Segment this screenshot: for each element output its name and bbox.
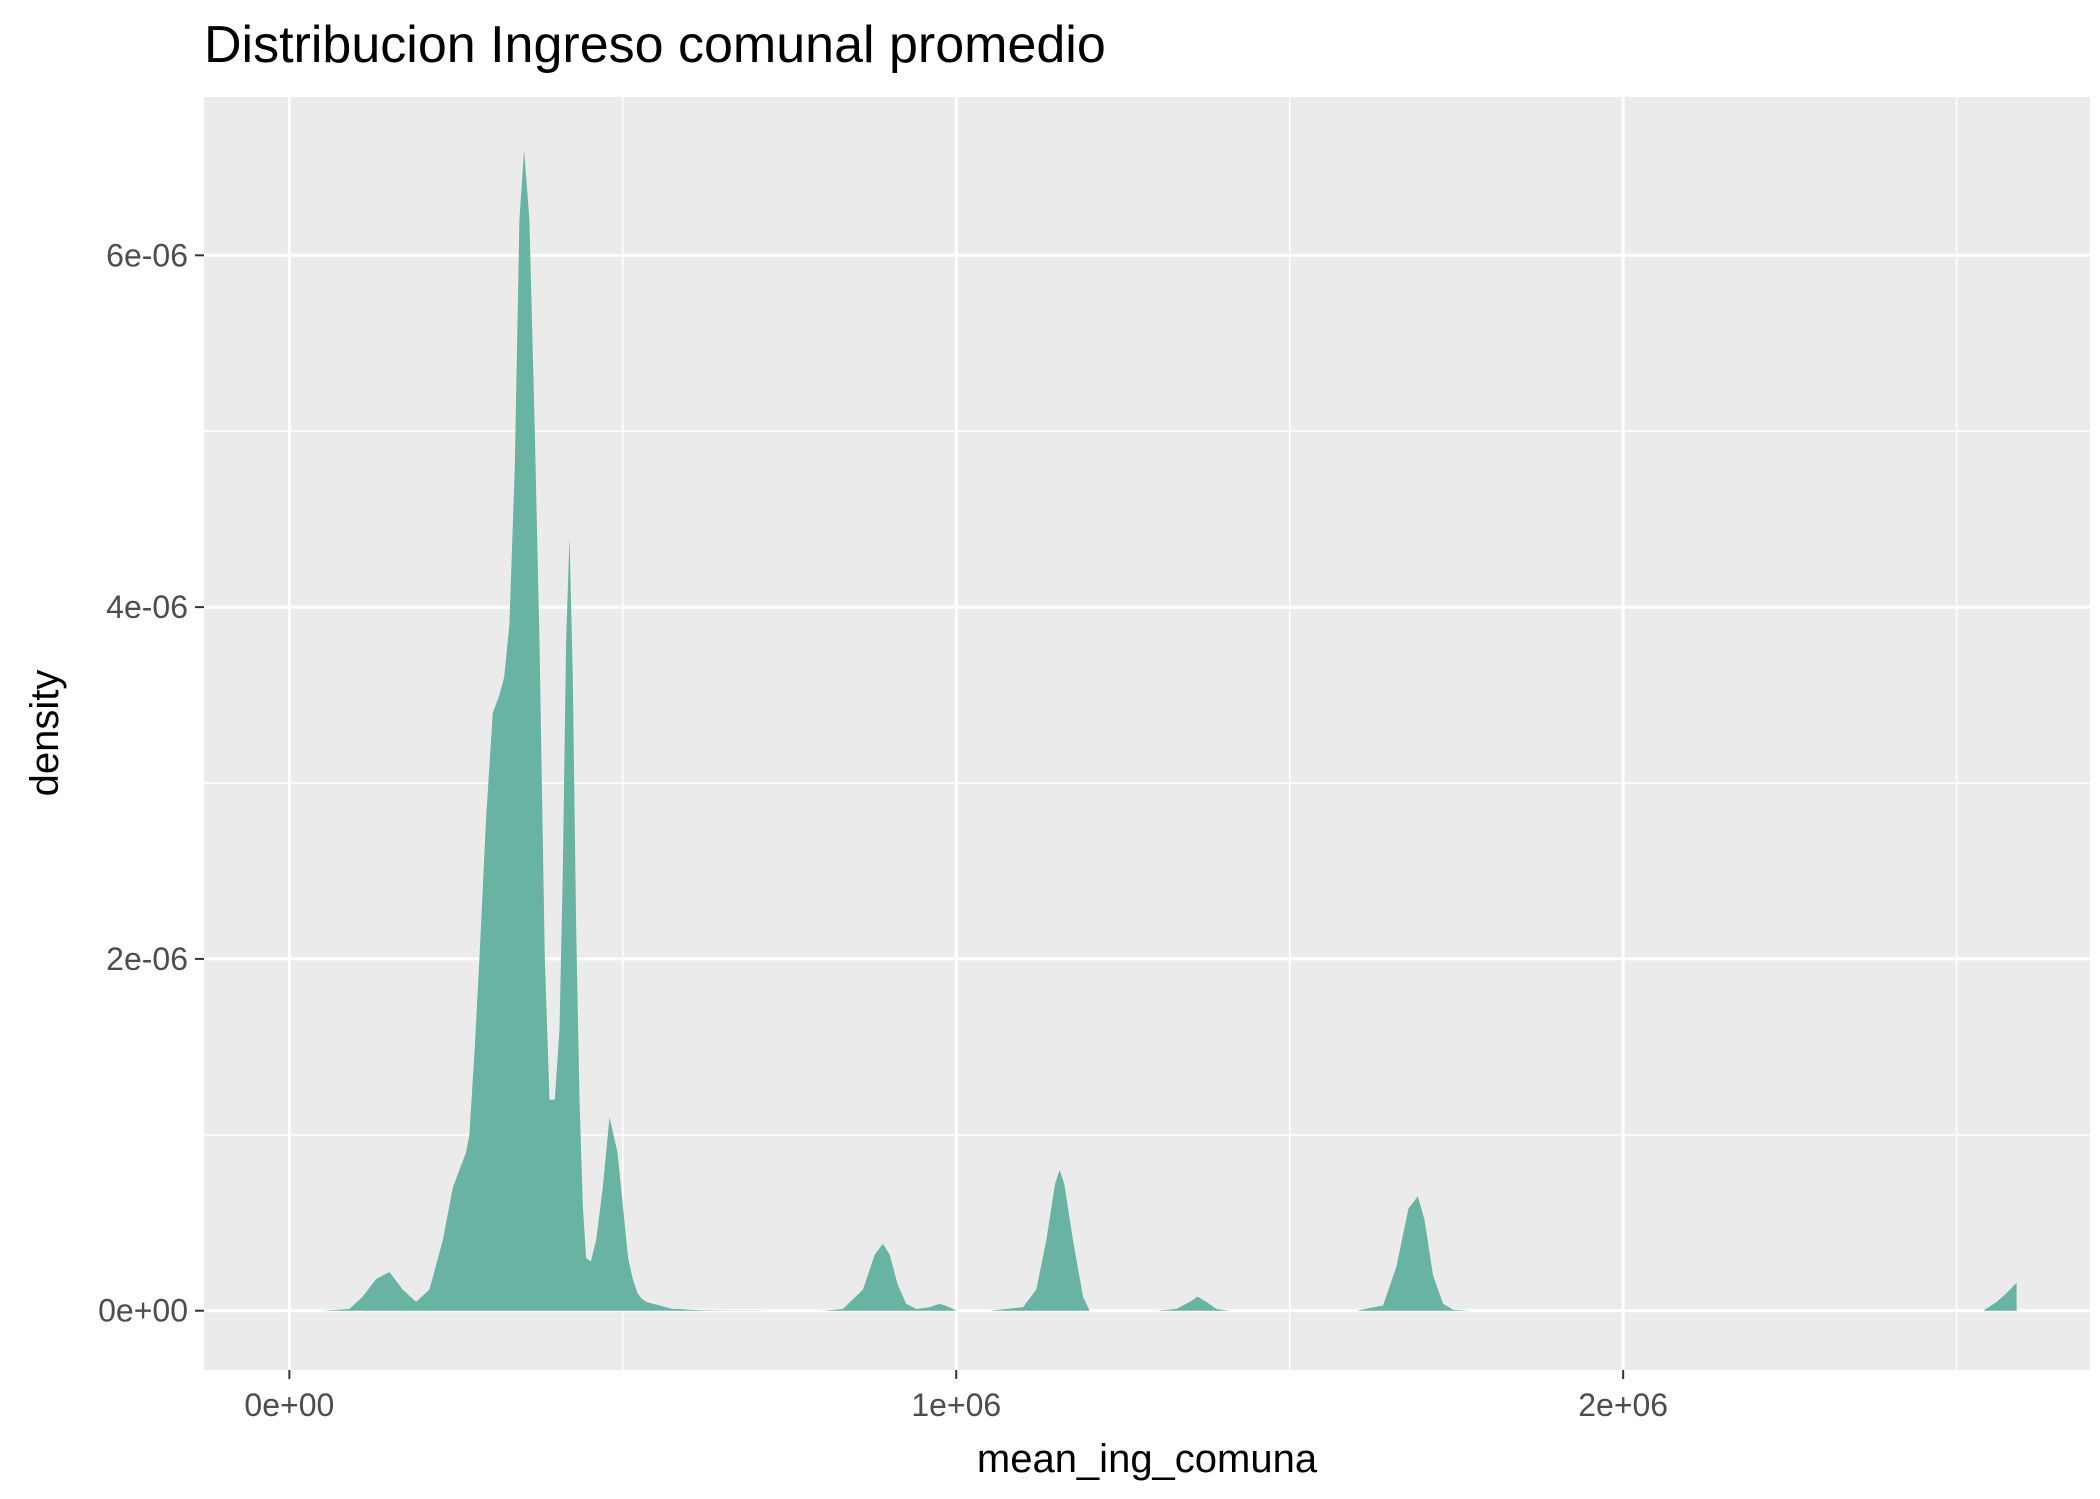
y-axis: 0e+00 2e-06 4e-06 6e-06: [98, 237, 204, 1329]
y-tick-label: 0e+00: [98, 1293, 188, 1329]
y-tick-label: 6e-06: [106, 237, 188, 273]
y-tick-label: 2e-06: [106, 941, 188, 977]
x-axis-title: mean_ing_comuna: [977, 1437, 1318, 1481]
density-area: [289, 149, 2017, 1311]
x-tick-label: 0e+00: [244, 1387, 334, 1423]
y-tick-label: 4e-06: [106, 589, 188, 625]
chart-title: Distribucion Ingreso comunal promedio: [204, 16, 1106, 74]
x-axis: 0e+00 1e+06 2e+06: [244, 1370, 1668, 1423]
x-tick-label: 2e+06: [1578, 1387, 1668, 1423]
y-axis-title: density: [23, 670, 67, 797]
x-tick-label: 1e+06: [911, 1387, 1001, 1423]
